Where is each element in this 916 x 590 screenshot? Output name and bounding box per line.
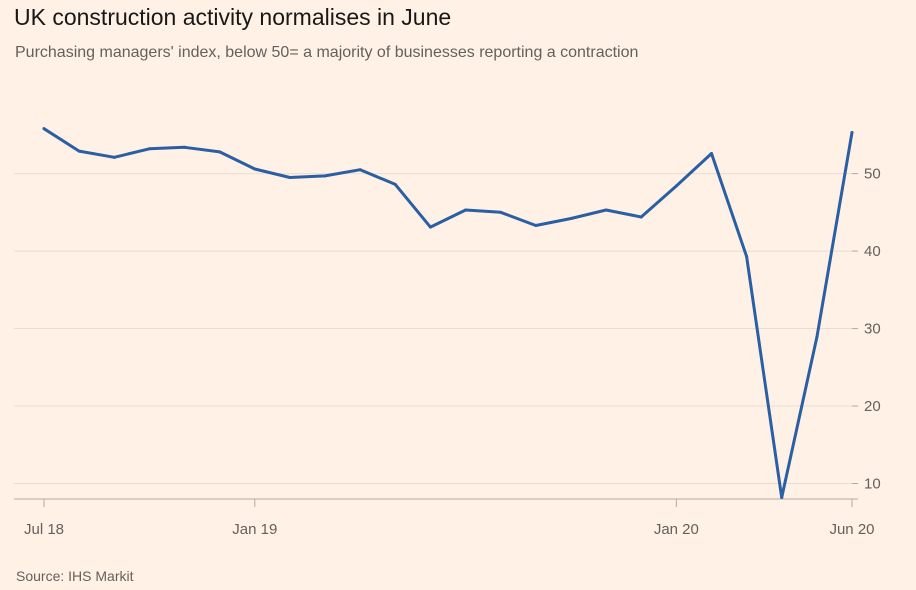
data-point bbox=[393, 182, 397, 186]
x-tick-label: Jan 19 bbox=[232, 521, 277, 538]
x-axis: Jul 18 Jan 19 Jan 20 Jun 20 bbox=[14, 498, 875, 538]
y-tick-label: 30 bbox=[864, 321, 881, 338]
data-point bbox=[674, 184, 678, 188]
data-point bbox=[183, 145, 187, 149]
data-point bbox=[780, 495, 784, 499]
data-point bbox=[569, 217, 573, 221]
gridlines bbox=[14, 173, 852, 485]
x-tick-label: Jul 18 bbox=[24, 521, 64, 538]
data-point bbox=[428, 225, 432, 229]
y-axis-ticks: 10 20 30 40 50 bbox=[852, 166, 881, 493]
series-line bbox=[42, 127, 854, 499]
data-point bbox=[499, 210, 503, 214]
data-point bbox=[850, 131, 854, 135]
x-tick-label: Jun 20 bbox=[829, 521, 874, 538]
y-tick-label: 40 bbox=[864, 243, 881, 260]
y-tick-label: 10 bbox=[864, 476, 881, 493]
x-tick-label: Jan 20 bbox=[654, 521, 699, 538]
series-layer bbox=[42, 127, 854, 499]
data-point bbox=[745, 255, 749, 259]
data-point bbox=[534, 224, 538, 228]
chart-title: UK construction activity normalises in J… bbox=[14, 4, 452, 30]
data-point bbox=[604, 208, 608, 212]
data-point bbox=[288, 175, 292, 179]
y-tick-label: 50 bbox=[864, 166, 881, 183]
data-point bbox=[253, 167, 257, 171]
data-point bbox=[323, 174, 327, 178]
source-note: Source: IHS Markit bbox=[16, 568, 134, 584]
data-point bbox=[358, 168, 362, 172]
data-point bbox=[77, 149, 81, 153]
data-point bbox=[464, 208, 468, 212]
data-point bbox=[42, 127, 46, 131]
data-point bbox=[815, 335, 819, 339]
y-tick-label: 20 bbox=[864, 398, 881, 415]
data-point bbox=[112, 155, 116, 159]
data-point bbox=[147, 147, 151, 151]
data-point bbox=[709, 151, 713, 155]
data-point bbox=[639, 215, 643, 219]
chart-subtitle: Purchasing managers' index, below 50= a … bbox=[15, 44, 639, 61]
data-point bbox=[218, 150, 222, 154]
